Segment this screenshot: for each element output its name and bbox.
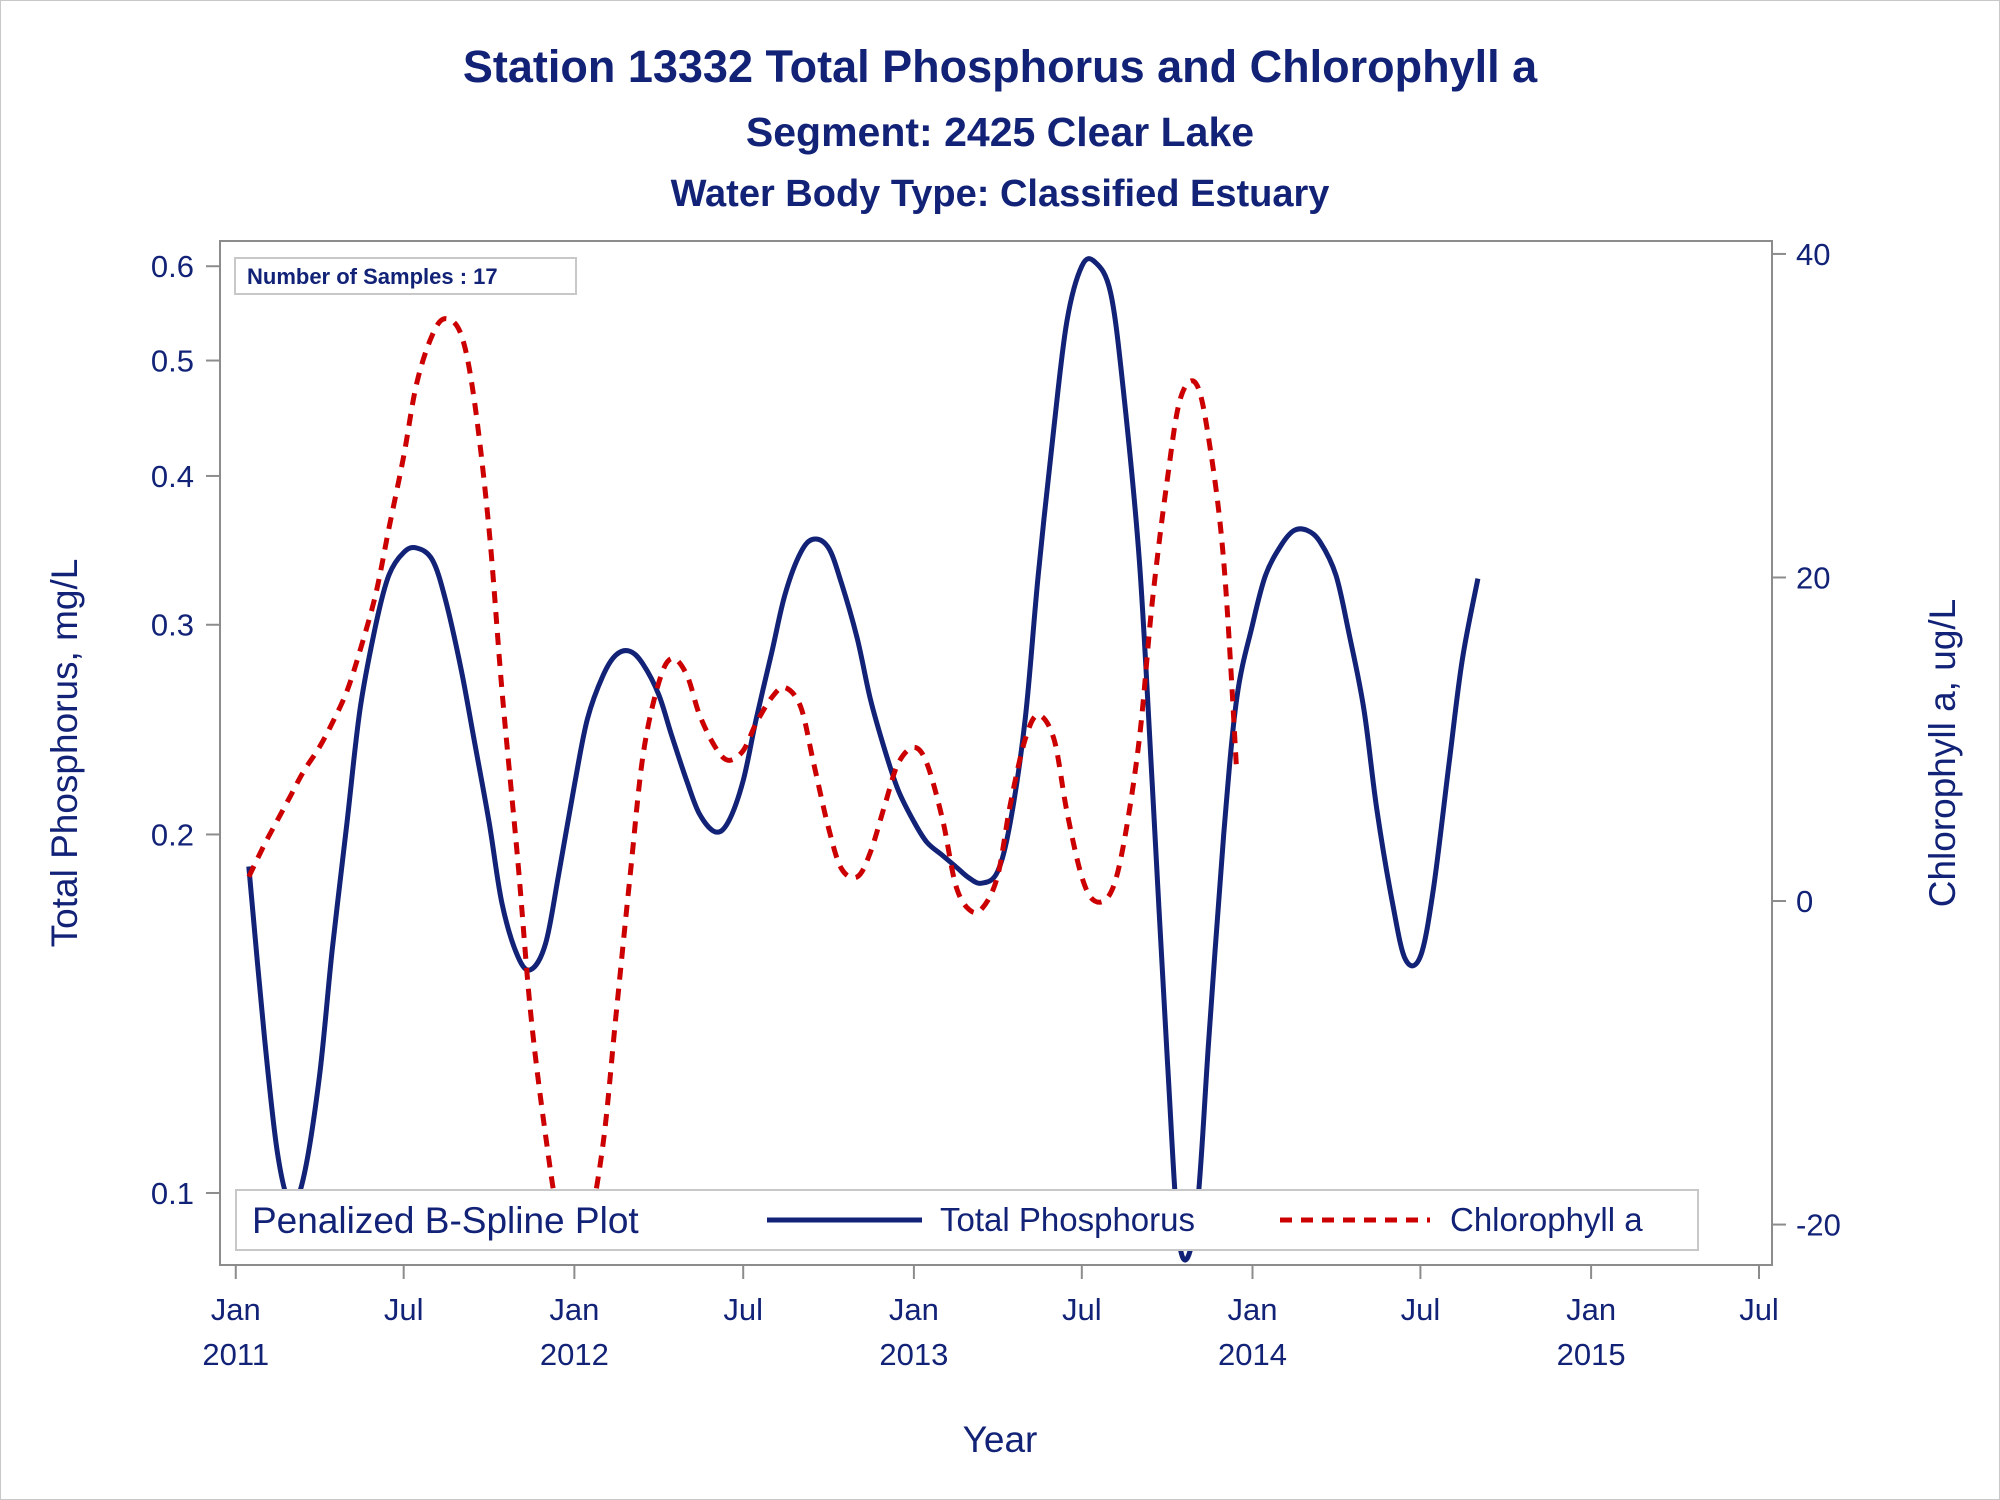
chart-subtitle-2: Water Body Type: Classified Estuary [671, 173, 1330, 215]
x-tick-label-month: Jan [1228, 1292, 1278, 1327]
y-axis-label-left: Total Phosphorus, mg/L [44, 559, 85, 948]
x-tick-label-month: Jul [723, 1292, 763, 1327]
y-left-tick-label: 0.2 [151, 817, 194, 852]
x-tick-label-year: 2014 [1218, 1337, 1287, 1372]
x-axis-label: Year [963, 1419, 1038, 1460]
y-left-tick-label: 0.5 [151, 344, 194, 379]
x-tick-label-month: Jan [1566, 1292, 1616, 1327]
x-tick-label-year: 2015 [1557, 1337, 1626, 1372]
sample-count: Number of Samples : 17 [247, 264, 498, 289]
x-tick-label-month: Jan [549, 1292, 599, 1327]
y-right-tick-label: 20 [1796, 560, 1830, 595]
x-tick-label-month: Jul [1062, 1292, 1102, 1327]
x-tick-label-month: Jan [889, 1292, 939, 1327]
x-tick-label-month: Jan [211, 1292, 261, 1327]
legend-box [235, 1189, 1699, 1251]
x-tick-label-year: 2012 [540, 1337, 609, 1372]
legend: Penalized B-Spline Plot Total Phosphorus… [235, 1189, 1699, 1251]
x-tick-label-month: Jul [384, 1292, 424, 1327]
x-tick-label-year: 2011 [202, 1337, 269, 1372]
y-right-tick-label: 40 [1796, 237, 1830, 272]
series-layer [246, 256, 1481, 1263]
plot-area [219, 240, 1773, 1266]
series-line-total-phosphorus [246, 256, 1481, 1263]
y-left-tick-label: 0.6 [151, 249, 194, 284]
legend-label-total-phosphorus: Total Phosphorus [940, 1201, 1195, 1238]
y-axis-left: 0.1 0.2 0.3 0.4 0.5 0.6 [151, 249, 220, 1211]
legend-title: Penalized B-Spline Plot [252, 1200, 639, 1241]
y-left-tick-label: 0.1 [151, 1176, 194, 1211]
chart-title: Station 13332 Total Phosphorus and Chlor… [463, 41, 1538, 92]
inset-box: Number of Samples : 17 [234, 257, 577, 295]
x-tick-label-month: Jul [1401, 1292, 1441, 1327]
chart-subtitle: Segment: 2425 Clear Lake [746, 109, 1254, 155]
y-right-tick-label: -20 [1796, 1208, 1841, 1243]
y-axis-label-right: Chlorophyll a, ug/L [1922, 599, 1963, 908]
legend-label-chlorophyll-a: Chlorophyll a [1450, 1201, 1643, 1238]
x-tick-label-month: Jul [1739, 1292, 1779, 1327]
y-left-tick-label: 0.4 [151, 459, 194, 494]
y-right-tick-label: 0 [1796, 884, 1813, 919]
x-tick-label-year: 2013 [879, 1337, 948, 1372]
series-line-chlorophyll-a [246, 316, 1240, 1253]
y-axis-right: -20 0 20 40 [1772, 237, 1841, 1243]
y-left-tick-label: 0.3 [151, 608, 194, 643]
x-axis: Jan 2011 Jul Jan 2012 Jul Jan 2013 Jul Jan 2014 Jul… [202, 1265, 1779, 1372]
